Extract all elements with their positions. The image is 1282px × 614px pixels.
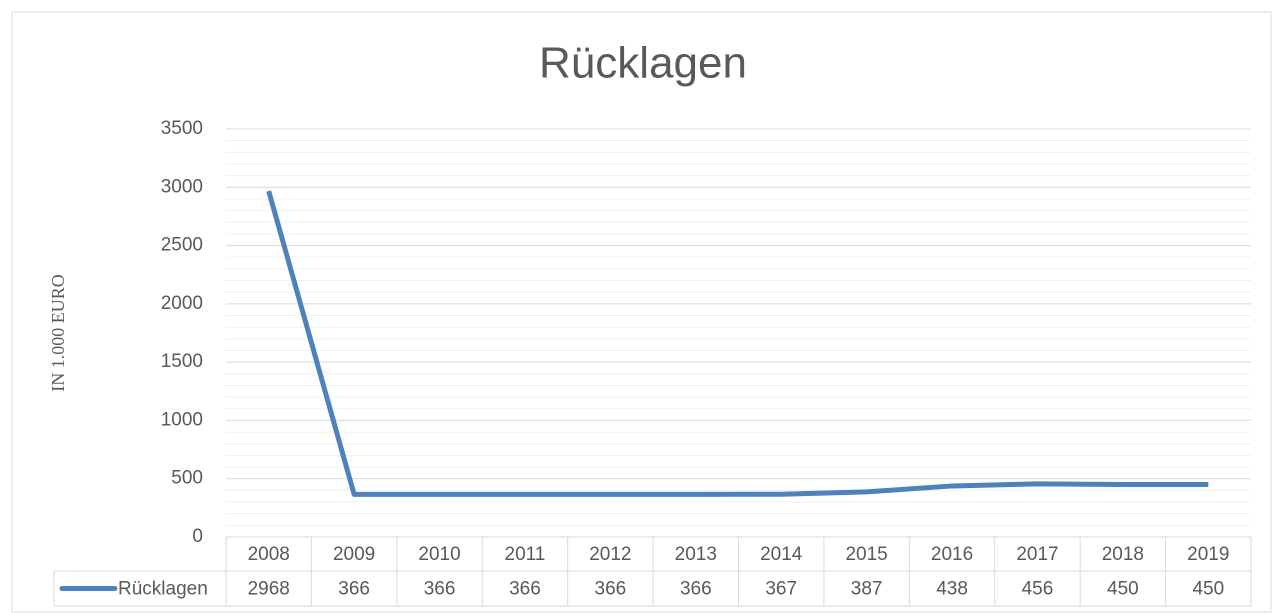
table-value: 2968 <box>248 579 290 600</box>
chart-border <box>11 11 1272 613</box>
x-tick-label: 2017 <box>1016 544 1058 565</box>
x-tick-label: 2018 <box>1102 544 1144 565</box>
table-value: 366 <box>595 579 627 600</box>
y-tick-label: 1500 <box>161 351 203 372</box>
data-line <box>266 190 1209 497</box>
y-axis-label: IN 1.000 EURO <box>48 274 68 392</box>
table-value: 438 <box>936 579 968 600</box>
x-tick-label: 2016 <box>931 544 973 565</box>
y-tick-label: 2500 <box>161 235 203 256</box>
y-tick-label: 3500 <box>161 118 203 139</box>
table-value: 367 <box>765 579 797 600</box>
y-tick-label: 2000 <box>161 293 203 314</box>
x-tick-label: 2011 <box>505 544 546 565</box>
x-tick-label: 2019 <box>1187 544 1229 565</box>
table-value: 366 <box>338 579 370 600</box>
table-value: 456 <box>1022 579 1054 600</box>
y-tick-label: 500 <box>171 468 203 489</box>
chart-title: Rücklagen <box>539 39 747 88</box>
table-value: 387 <box>851 579 883 600</box>
table-value: 366 <box>424 579 456 600</box>
table-value: 366 <box>509 579 541 600</box>
table-value: 366 <box>680 579 712 600</box>
table-value: 450 <box>1107 579 1139 600</box>
y-tick-label: 0 <box>192 526 203 547</box>
y-tick-label: 1000 <box>161 409 203 430</box>
x-tick-label: 2013 <box>675 544 717 565</box>
x-tick-label: 2014 <box>760 544 803 565</box>
x-tick-label: 2008 <box>248 544 290 565</box>
legend-label: Rücklagen <box>118 579 208 600</box>
x-tick-label: 2009 <box>333 544 375 565</box>
x-tick-label: 2015 <box>845 544 887 565</box>
x-tick-label: 2010 <box>418 544 460 565</box>
x-tick-label: 2012 <box>589 544 631 565</box>
y-tick-label: 3000 <box>161 176 203 197</box>
table-value: 450 <box>1192 579 1224 600</box>
